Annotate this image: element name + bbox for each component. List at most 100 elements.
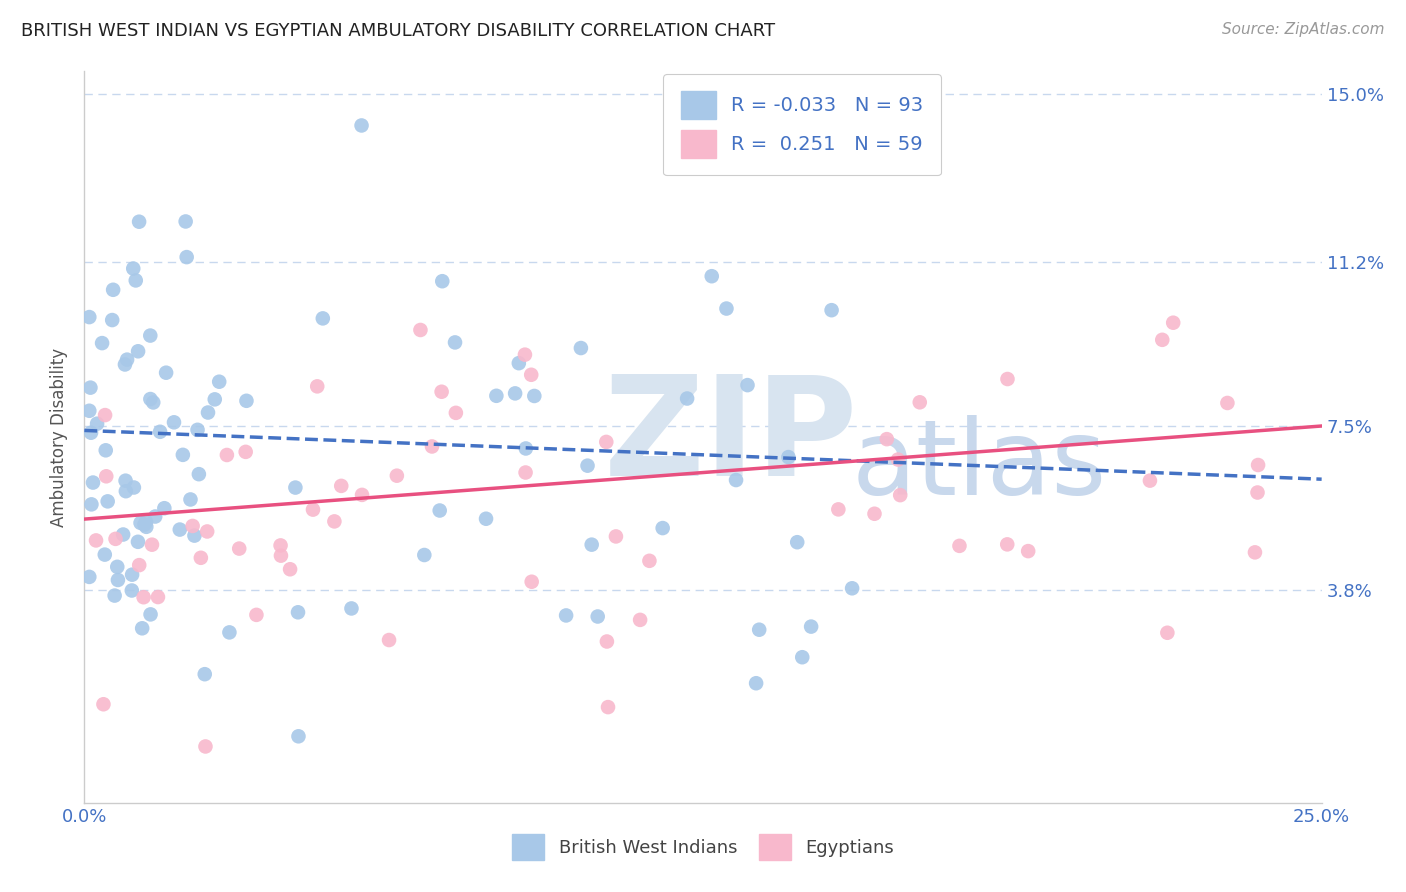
Point: [1161, 316, 1184, 330]
Point: [80, 497, 103, 511]
Point: [93, 698, 115, 712]
Point: [350, 119, 373, 133]
Point: [197, 405, 219, 419]
Point: [139, 328, 162, 343]
Point: [596, 634, 619, 648]
Point: [204, 392, 226, 407]
Point: [429, 503, 451, 517]
Point: [176, 250, 198, 264]
Point: [105, 559, 128, 574]
Point: [420, 440, 443, 454]
Point: [142, 395, 165, 409]
Point: [385, 468, 408, 483]
Point: [194, 667, 217, 681]
Point: [163, 415, 186, 429]
Point: [605, 529, 627, 543]
Point: [235, 393, 257, 408]
Point: [287, 605, 309, 619]
Point: [475, 512, 498, 526]
Point: [183, 528, 205, 542]
Point: [235, 445, 257, 459]
Text: BRITISH WEST INDIAN VS EGYPTIAN AMBULATORY DISABILITY CORRELATION CHART: BRITISH WEST INDIAN VS EGYPTIAN AMBULATO…: [21, 22, 775, 40]
Legend: British West Indians, Egyptians: British West Indians, Egyptians: [505, 827, 901, 867]
Point: [141, 538, 163, 552]
Point: [149, 425, 172, 439]
Point: [995, 537, 1018, 551]
Point: [128, 215, 150, 229]
Point: [228, 541, 250, 556]
Point: [555, 608, 578, 623]
Point: [129, 516, 152, 530]
Point: [413, 548, 436, 562]
Point: [569, 341, 592, 355]
Point: [94, 443, 117, 458]
Point: [101, 313, 124, 327]
Point: [278, 562, 301, 576]
Point: [1156, 625, 1178, 640]
Point: [716, 301, 738, 316]
Point: [432, 274, 454, 288]
Point: [112, 527, 135, 541]
Point: [444, 406, 467, 420]
Point: [82, 475, 104, 490]
Point: [135, 515, 157, 529]
Point: [508, 356, 530, 370]
Point: [700, 269, 723, 284]
Point: [307, 379, 329, 393]
Point: [515, 442, 537, 456]
Point: [190, 550, 212, 565]
Point: [121, 567, 143, 582]
Point: [104, 589, 127, 603]
Point: [121, 583, 143, 598]
Point: [1152, 333, 1174, 347]
Point: [792, 650, 814, 665]
Point: [146, 590, 169, 604]
Point: [745, 676, 768, 690]
Point: [444, 335, 467, 350]
Point: [104, 532, 127, 546]
Y-axis label: Ambulatory Disability: Ambulatory Disability: [51, 348, 69, 526]
Point: [503, 386, 526, 401]
Point: [245, 607, 267, 622]
Point: [827, 502, 849, 516]
Point: [323, 515, 346, 529]
Point: [948, 539, 970, 553]
Point: [1246, 485, 1268, 500]
Point: [181, 519, 204, 533]
Point: [1244, 545, 1267, 559]
Point: [595, 434, 617, 449]
Point: [287, 729, 309, 743]
Point: [101, 283, 124, 297]
Point: [132, 591, 155, 605]
Point: [139, 607, 162, 622]
Point: [330, 479, 353, 493]
Point: [143, 509, 166, 524]
Point: [127, 534, 149, 549]
Point: [122, 481, 145, 495]
Point: [378, 633, 401, 648]
Point: [841, 582, 863, 596]
Point: [153, 501, 176, 516]
Point: [651, 521, 673, 535]
Point: [302, 502, 325, 516]
Point: [115, 484, 138, 499]
Point: [1139, 474, 1161, 488]
Point: [284, 481, 307, 495]
Point: [270, 549, 292, 563]
Point: [676, 392, 699, 406]
Point: [724, 473, 747, 487]
Point: [887, 452, 910, 467]
Text: Source: ZipAtlas.com: Source: ZipAtlas.com: [1222, 22, 1385, 37]
Point: [125, 273, 148, 287]
Point: [86, 417, 108, 431]
Point: [737, 378, 759, 392]
Point: [908, 395, 931, 409]
Point: [79, 310, 101, 324]
Point: [820, 303, 842, 318]
Point: [997, 372, 1019, 386]
Point: [134, 517, 156, 532]
Point: [596, 700, 619, 714]
Point: [586, 609, 609, 624]
Point: [800, 619, 823, 633]
Point: [218, 625, 240, 640]
